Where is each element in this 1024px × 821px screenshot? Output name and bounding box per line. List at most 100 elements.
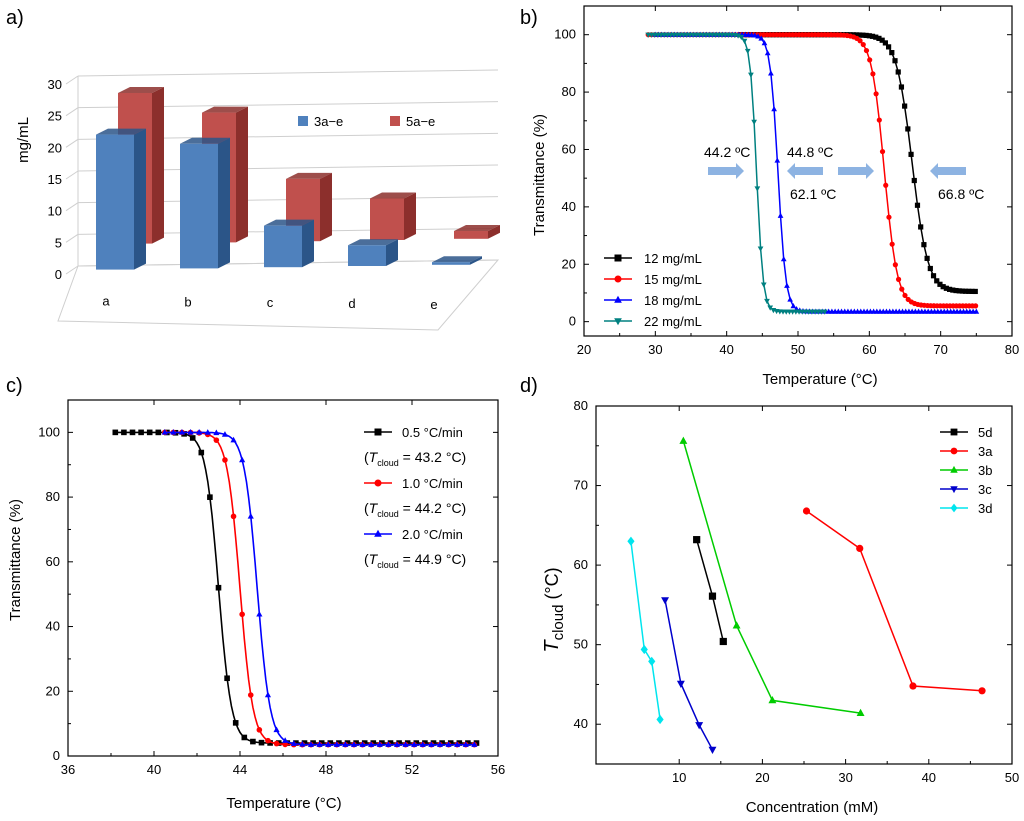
b-data-point [751, 119, 757, 125]
b-data-point [768, 70, 774, 76]
b-data-point [873, 34, 879, 40]
a-legend-label: 3a−e [314, 114, 343, 129]
d-legend-marker [950, 503, 958, 513]
d-data-point [708, 592, 717, 600]
b-data-point [956, 288, 962, 294]
b-data-point [790, 303, 797, 309]
x-tick-label: 20 [755, 770, 769, 785]
b-data-point [911, 177, 917, 184]
b-data-point [953, 287, 959, 294]
a-gridline-side [65, 75, 79, 85]
d-data-point [978, 687, 986, 695]
b-data-point [777, 212, 784, 218]
panel-label-b: b) [520, 7, 538, 29]
b-data-point [784, 282, 790, 288]
y-tick-label: 20 [562, 256, 576, 271]
a-legend-label: 5a−e [406, 114, 435, 129]
a-bar-5-top [118, 86, 164, 93]
c-data-point [376, 741, 383, 747]
c-data-point [213, 429, 220, 436]
b-x-axis-label: Temperature (°C) [762, 371, 877, 388]
c-data-point [207, 494, 213, 500]
d-data-point [719, 637, 727, 646]
b-legend-marker [614, 275, 622, 283]
c-data-point [258, 739, 265, 746]
c-data-point [402, 741, 409, 747]
b-data-point [857, 38, 863, 44]
c-data-point [230, 436, 237, 443]
d-series-line [695, 539, 725, 642]
a-gridline-side [65, 233, 79, 243]
d-data-point [640, 644, 648, 655]
d-data-point [676, 680, 685, 688]
c-data-point [161, 429, 168, 435]
d-series-line [806, 510, 983, 692]
b-data-point [774, 157, 781, 163]
a-y-tick-label: 10 [48, 204, 62, 219]
b-annotation-label: 44.8 ºC [787, 144, 833, 160]
x-tick-label: 52 [405, 762, 419, 777]
b-data-point [748, 72, 754, 78]
c-data-point [155, 429, 162, 436]
y-tick-label: 100 [38, 424, 60, 439]
b-data-point [892, 262, 898, 268]
c-data-point [411, 741, 418, 747]
c-data-point [247, 512, 254, 519]
x-tick-label: 40 [922, 770, 936, 785]
a-gridline-side [65, 170, 79, 180]
c-legend-note: (Tcloud = 43.2 °C) [364, 449, 466, 468]
y-tick-label: 100 [554, 27, 576, 42]
b-data-point [863, 32, 869, 39]
b-annotation-arrow [708, 163, 744, 179]
x-tick-label: 70 [933, 342, 947, 357]
b-data-point [892, 58, 898, 64]
c-data-point [445, 741, 452, 747]
d-data-point [693, 536, 701, 544]
a-bar-3 [96, 134, 134, 270]
a-floor [57, 259, 500, 331]
d-data-point [856, 544, 864, 553]
y-tick-label: 80 [574, 398, 588, 413]
c-data-point [267, 740, 273, 746]
b-data-point [973, 303, 979, 309]
x-tick-label: 80 [1005, 342, 1019, 357]
a-bar-5-side [320, 172, 332, 242]
b-data-point [937, 281, 943, 287]
a-bar-5 [370, 198, 404, 240]
c-legend-label: 0.5 °C/min [402, 425, 463, 440]
b-data-point [780, 256, 787, 262]
y-tick-label: 70 [574, 478, 588, 493]
b-annotation-label: 66.8 ºC [938, 186, 984, 202]
panel-d-tcloud-chart: 10 20 30 40 50 40 50 60 70 80 Concentration (mM) Tc… [541, 398, 1019, 816]
a-y-tick-label: 30 [48, 77, 62, 92]
d-data-point [732, 621, 741, 629]
c-data-point [428, 741, 435, 747]
a-y-tick-label: 5 [55, 235, 62, 250]
panel-label-a: a) [6, 7, 24, 29]
d-legend-label: 5d [978, 425, 992, 440]
c-data-point [385, 741, 392, 747]
a-bar-5-side [152, 86, 164, 244]
c-data-point [221, 431, 229, 437]
a-category-label: d [348, 296, 355, 311]
y-tick-label: 80 [562, 84, 576, 99]
b-data-point [857, 32, 863, 38]
b-data-point [963, 288, 969, 294]
x-tick-label: 40 [147, 762, 161, 777]
b-data-point [946, 286, 953, 292]
c-legend-marker [374, 529, 382, 537]
b-annotation-arrow [930, 163, 966, 179]
c-data-point [333, 741, 340, 747]
b-data-point [870, 71, 876, 77]
b-data-point [764, 50, 771, 56]
y-tick-label: 60 [574, 557, 588, 572]
a-bar-5-side [404, 192, 416, 240]
d-data-point [656, 714, 664, 725]
c-data-point [146, 429, 153, 436]
c-data-point [189, 435, 196, 441]
b-data-point [735, 33, 741, 39]
y-tick-label: 60 [562, 141, 576, 156]
b-data-point [973, 308, 980, 314]
